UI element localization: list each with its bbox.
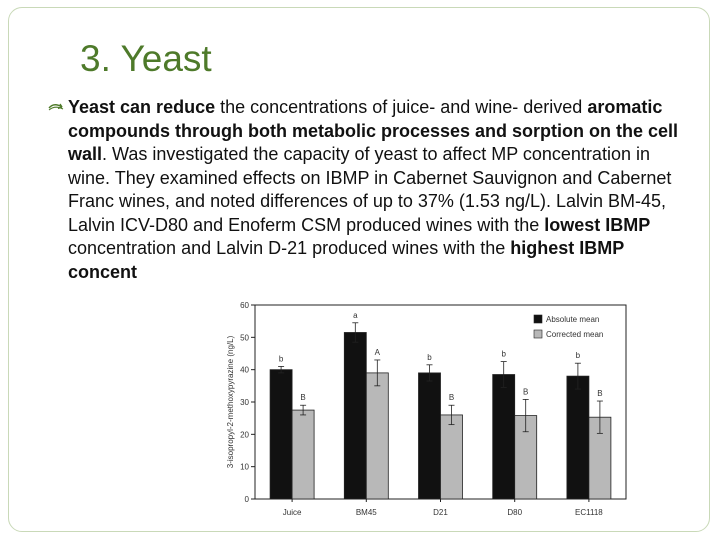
bar-corrected — [365, 372, 389, 500]
bar-absolute — [418, 372, 441, 500]
x-tick-label: BM45 — [356, 508, 377, 517]
x-tick-label: D80 — [507, 508, 522, 517]
y-tick-label: 0 — [245, 495, 250, 504]
bar-absolute — [492, 374, 516, 500]
bullet-part1: the concentrations of juice- and wine- d… — [215, 97, 588, 117]
significance-label: B — [449, 393, 454, 402]
bullet-part4: IBMP concent — [68, 238, 624, 282]
bullet-text: Yeast can reduce the concentrations of j… — [68, 96, 696, 284]
significance-label: B — [597, 389, 602, 398]
legend-label: Absolute mean — [546, 315, 599, 324]
significance-label: b — [576, 351, 581, 360]
y-tick-label: 40 — [240, 366, 249, 375]
bullet-block: Yeast can reduce the concentrations of j… — [48, 96, 696, 284]
bar-absolute — [343, 332, 367, 500]
slide-title: 3. Yeast — [80, 38, 212, 79]
ibmp-bar-chart: 0 10 20 30 40 50 60 3-isopropyl-2-methoxypyrazi… — [226, 301, 627, 517]
bar-absolute — [269, 369, 293, 500]
y-tick-label: 50 — [240, 333, 249, 342]
significance-label: B — [300, 393, 305, 402]
y-axis-title: 3-isopropyl-2-methoxypyrazine (ng/L) — [226, 335, 235, 468]
bullet-bold4: highest — [510, 238, 575, 258]
significance-label: b — [427, 353, 432, 362]
y-tick-label: 20 — [240, 430, 249, 439]
y-tick-label: 60 — [240, 301, 249, 310]
bar-absolute — [566, 375, 590, 500]
bullet-part2: . Was investigated the capacity of yeast… — [68, 144, 672, 235]
chart-container: 0 10 20 30 40 50 60 3-isopropyl-2-methoxypyrazi… — [222, 296, 634, 525]
bullet-bold2: aromatic compounds through both metaboli… — [68, 97, 679, 164]
y-tick-label: 10 — [240, 463, 249, 472]
legend-label: Corrected mean — [546, 330, 603, 339]
x-tick-label: Juice — [283, 508, 302, 517]
x-tick-label: D21 — [433, 508, 448, 517]
legend-swatch-absolute — [533, 314, 543, 324]
y-tick-label: 30 — [240, 398, 249, 407]
bullet-lead-bold: Yeast can reduce — [68, 97, 216, 117]
significance-label: B — [523, 387, 528, 396]
significance-label: A — [375, 348, 381, 357]
bullet-part3: concentration and Lalvin D-21 produced w… — [68, 238, 511, 258]
significance-label: b — [279, 354, 284, 363]
legend-swatch-corrected — [533, 329, 543, 339]
bullet-arrow-icon — [48, 103, 64, 111]
bullet-bold3: lowest IBMP — [544, 214, 651, 235]
significance-label: a — [353, 311, 358, 320]
x-tick-label: EC1118 — [575, 508, 603, 517]
bar-corrected — [291, 409, 315, 500]
significance-label: b — [501, 350, 506, 359]
bar-corrected — [440, 414, 463, 500]
